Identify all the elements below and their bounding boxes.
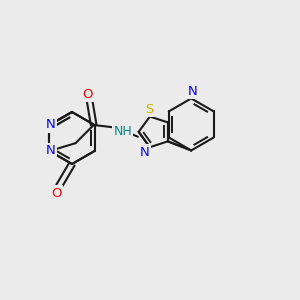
Text: O: O bbox=[51, 187, 61, 200]
Text: N: N bbox=[46, 145, 56, 158]
Text: S: S bbox=[145, 103, 153, 116]
Text: NH: NH bbox=[113, 125, 132, 138]
Text: N: N bbox=[140, 146, 150, 159]
Text: N: N bbox=[188, 85, 197, 98]
Text: N: N bbox=[46, 118, 56, 131]
Text: O: O bbox=[82, 88, 93, 101]
